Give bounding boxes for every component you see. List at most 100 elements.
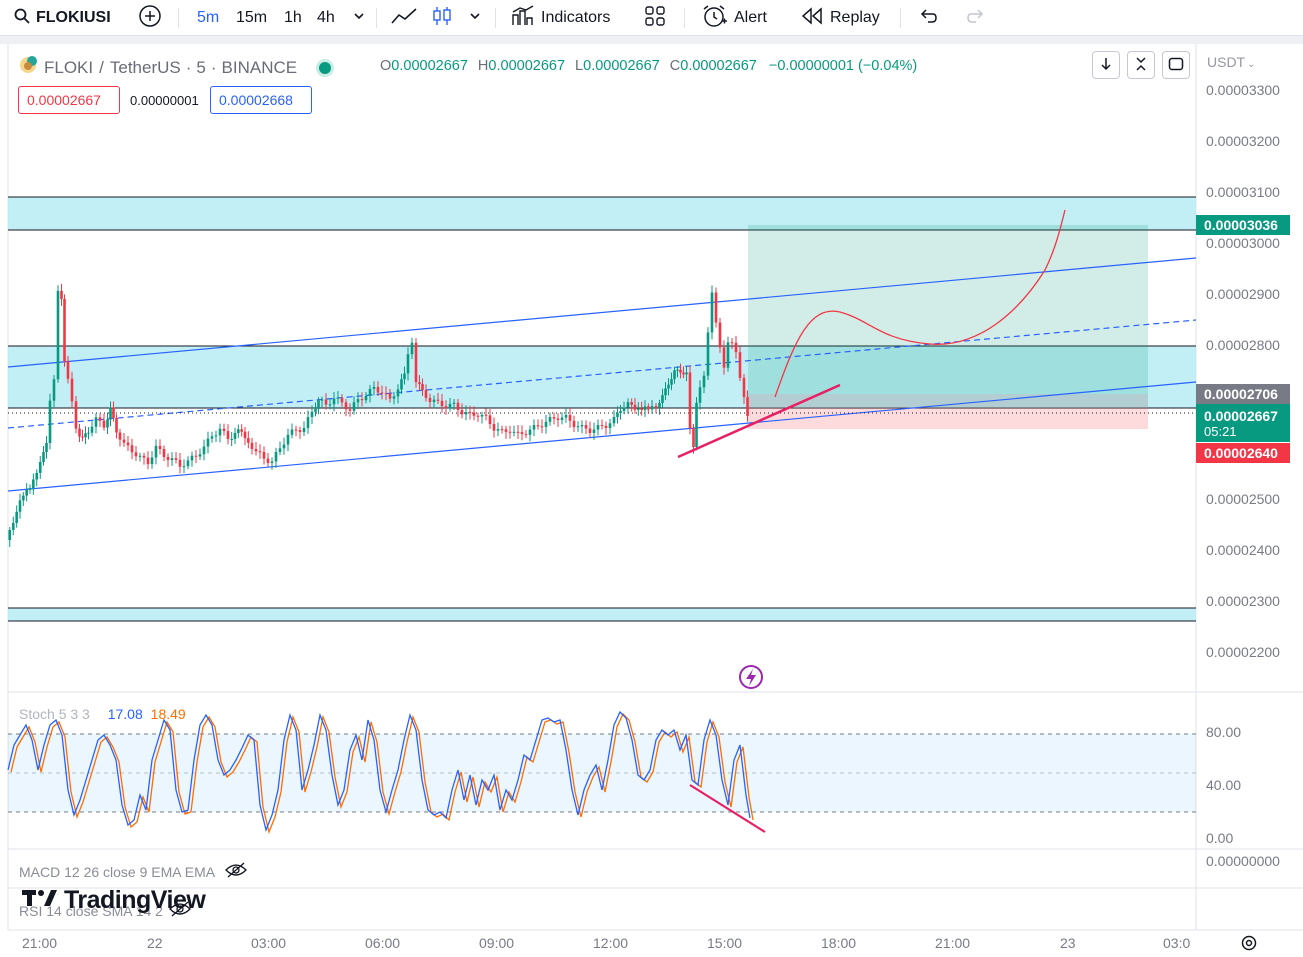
candle-body bbox=[676, 369, 679, 371]
candle-body bbox=[182, 466, 186, 468]
rsi-name: RSI 14 close SMA 14 2 bbox=[19, 902, 163, 919]
timeframe-4h[interactable]: 4h bbox=[317, 9, 335, 26]
mid-zone[interactable] bbox=[8, 346, 1196, 408]
candle-body bbox=[464, 412, 468, 415]
macd-axis-label: 0.00000000 bbox=[1206, 853, 1280, 869]
candle-body bbox=[532, 425, 536, 430]
candle-body bbox=[174, 458, 178, 460]
buy-price-button[interactable]: 0.00002668 bbox=[210, 86, 312, 114]
candle-body bbox=[230, 438, 233, 440]
candle-body bbox=[688, 372, 692, 429]
scroll-down-button[interactable] bbox=[1092, 51, 1120, 79]
bar-countdown: 05:21 bbox=[1204, 423, 1237, 439]
collapse-button[interactable] bbox=[1127, 51, 1155, 79]
price-trendline-drawing[interactable] bbox=[677, 383, 841, 459]
candle-body bbox=[616, 413, 619, 418]
time-axis-label: 06:00 bbox=[365, 935, 401, 951]
candle-body bbox=[102, 420, 106, 428]
candle-body bbox=[488, 415, 492, 425]
redo-button[interactable] bbox=[966, 0, 986, 36]
channel-mid-line[interactable] bbox=[7, 319, 1197, 429]
candle-body bbox=[730, 342, 734, 344]
candle-body bbox=[640, 408, 643, 410]
candle-body bbox=[186, 460, 190, 467]
stoch-k-line[interactable] bbox=[7, 710, 751, 833]
price-axis-label: 0.00003300 bbox=[1206, 82, 1280, 98]
chart-type-dropdown[interactable] bbox=[468, 0, 482, 36]
channel-top-line[interactable] bbox=[7, 257, 1197, 368]
support-zone[interactable] bbox=[8, 608, 1196, 621]
timeframe-5m[interactable]: 5m bbox=[197, 9, 220, 26]
candle-body bbox=[78, 428, 81, 437]
stoch-legend[interactable]: Stoch 5 3 3 17.08 18.49 bbox=[19, 706, 186, 722]
candle-body bbox=[294, 429, 298, 431]
eye-hidden-icon[interactable] bbox=[225, 862, 247, 881]
indicators-button[interactable]: Indicators bbox=[511, 0, 610, 36]
long-position-profit-zone[interactable] bbox=[748, 225, 1148, 394]
tradingview-logo[interactable]: TradingView bbox=[22, 886, 206, 915]
symbol-legend[interactable]: FLOKI / TetherUS · 5 · BINANCE bbox=[18, 55, 332, 80]
currency-dropdown[interactable]: USDT ⌄ bbox=[1207, 54, 1256, 70]
candle-body bbox=[436, 399, 440, 401]
legend-interval: 5 bbox=[196, 57, 206, 77]
legend-dot: · bbox=[185, 57, 192, 77]
eye-hidden-icon[interactable] bbox=[169, 901, 191, 920]
candle-body bbox=[154, 445, 158, 458]
candle-body bbox=[626, 402, 630, 408]
stoch-trendline-drawing[interactable] bbox=[689, 784, 766, 833]
projected-path-drawing[interactable] bbox=[774, 209, 1066, 398]
timeframe-dropdown[interactable] bbox=[352, 0, 366, 36]
compare-button[interactable] bbox=[138, 0, 162, 36]
stop-price-tag: 0.00002640 bbox=[1196, 443, 1290, 463]
candle-body bbox=[170, 458, 174, 461]
channel-bottom-line[interactable] bbox=[7, 381, 1197, 492]
maximize-pane-button[interactable] bbox=[1162, 51, 1190, 79]
candle-body bbox=[592, 429, 596, 433]
candle-body bbox=[710, 292, 714, 333]
time-axis-label: 15:00 bbox=[707, 935, 743, 951]
candle-body bbox=[658, 402, 661, 408]
settings-button[interactable] bbox=[1240, 934, 1258, 957]
time-axis-label: 03:0 bbox=[1163, 935, 1191, 951]
candle-body bbox=[604, 425, 608, 428]
sell-price-button[interactable]: 0.00002667 bbox=[18, 86, 120, 114]
macd-legend[interactable]: MACD 12 26 close 9 EMA EMA bbox=[19, 862, 247, 881]
line-chart-type-button[interactable] bbox=[390, 0, 418, 36]
layouts-button[interactable] bbox=[644, 0, 666, 36]
candle-body bbox=[738, 352, 742, 378]
stoch-d-value: 18.49 bbox=[150, 706, 186, 722]
gear-icon bbox=[1240, 935, 1258, 956]
candle-body bbox=[98, 417, 102, 421]
candle-body bbox=[568, 415, 572, 421]
price-axis-label: 0.00003200 bbox=[1206, 133, 1280, 149]
candle-body bbox=[84, 433, 87, 438]
lightning-event-icon[interactable] bbox=[739, 665, 763, 689]
candles-chart-type-button[interactable] bbox=[431, 0, 453, 36]
time-axis-label: 22 bbox=[147, 935, 163, 951]
replay-button[interactable]: Replay bbox=[800, 0, 880, 36]
symbol-search[interactable]: FLOKIUSI bbox=[14, 0, 111, 36]
price-axis-label: 0.00002500 bbox=[1206, 491, 1280, 507]
long-position-loss-zone[interactable] bbox=[748, 408, 1148, 429]
candle-body bbox=[63, 299, 66, 362]
candle-body bbox=[15, 511, 18, 523]
replay-label: Replay bbox=[830, 9, 880, 26]
candle-body bbox=[11, 522, 15, 530]
candle-body bbox=[237, 429, 240, 434]
top-toolbar: FLOKIUSI 5m 15m 1h 4h Indicators Alert R… bbox=[0, 0, 1303, 36]
candle-body bbox=[406, 354, 410, 374]
alert-button[interactable]: Alert bbox=[702, 0, 767, 36]
resistance-zone[interactable] bbox=[8, 197, 1196, 230]
timeframe-1h[interactable]: 1h bbox=[284, 9, 302, 26]
candle-body bbox=[226, 431, 230, 440]
legend-exchange: BINANCE bbox=[221, 57, 298, 77]
timeframe-15m[interactable]: 15m bbox=[236, 9, 268, 26]
candlestick-series[interactable] bbox=[8, 283, 749, 547]
stoch-d-line[interactable] bbox=[10, 712, 754, 835]
undo-button[interactable] bbox=[918, 0, 938, 36]
rsi-legend[interactable]: RSI 14 close SMA 14 2 bbox=[19, 901, 191, 920]
candle-body bbox=[332, 398, 336, 405]
candle-body bbox=[66, 361, 70, 379]
candle-body bbox=[722, 347, 726, 368]
